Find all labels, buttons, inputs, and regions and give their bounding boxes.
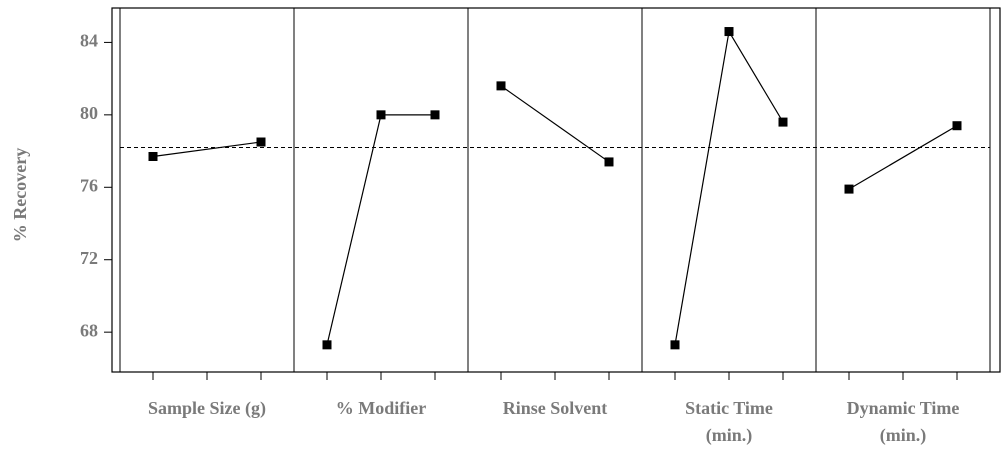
point <box>724 27 734 37</box>
y-axis-label: % Recovery <box>10 148 30 242</box>
point <box>844 184 854 194</box>
point <box>670 340 680 350</box>
point <box>604 157 614 167</box>
panel-label: Static Time <box>685 398 773 418</box>
effect-line <box>152 141 262 158</box>
panel-label: Dynamic Time <box>847 398 960 418</box>
panel-label: Sample Size (g) <box>148 398 266 419</box>
point <box>256 137 266 147</box>
point <box>778 117 788 127</box>
y-tick-label: 72 <box>80 248 98 268</box>
effect-line <box>674 29 784 345</box>
point <box>322 340 332 350</box>
point <box>952 121 962 131</box>
point <box>430 110 440 120</box>
point <box>376 110 386 120</box>
panel-label: Rinse Solvent <box>503 398 608 418</box>
panel-label: (min.) <box>880 425 927 446</box>
effect-line <box>500 85 610 163</box>
effect-line <box>848 125 958 190</box>
panel-label: (min.) <box>706 425 753 446</box>
point <box>496 81 506 91</box>
y-tick-label: 76 <box>80 175 98 195</box>
y-tick-label: 68 <box>80 320 98 340</box>
plot-frame <box>111 7 1001 373</box>
panel-label: % Modifier <box>336 398 426 418</box>
point <box>148 151 158 161</box>
effect-line <box>326 114 435 345</box>
y-tick-label: 84 <box>80 31 98 51</box>
y-tick-label: 80 <box>80 103 98 123</box>
